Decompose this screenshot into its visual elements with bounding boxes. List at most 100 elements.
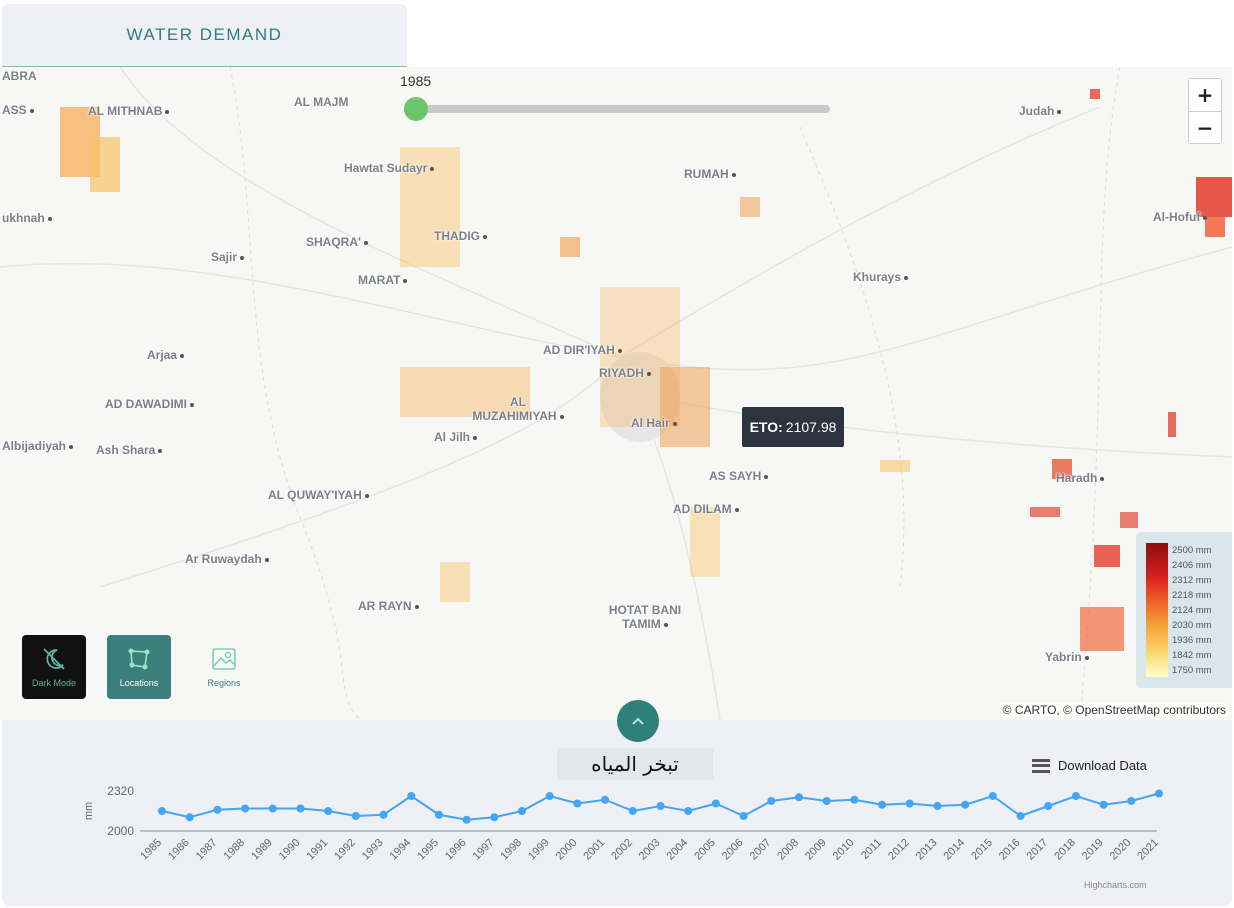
heat-patch: [400, 147, 460, 267]
x-tick-label: 1999: [526, 837, 552, 863]
legend-label: 2030 mm: [1172, 620, 1212, 631]
map-view[interactable]: ABRA ASS AL MITHNAB AL MAJM Judah Hawtat…: [0, 67, 1232, 720]
x-tick-label: 2019: [1080, 837, 1106, 863]
x-tick-label: 2002: [609, 837, 635, 863]
data-point: [711, 799, 720, 808]
evaporation-pixels: [60, 89, 1232, 651]
dark-mode-label: Dark Mode: [31, 678, 76, 688]
city-dot-icon: [363, 240, 368, 245]
data-point: [905, 799, 914, 808]
city-label: AD DILAM: [673, 502, 739, 516]
city-dot-icon: [904, 275, 909, 280]
year-slider[interactable]: 1985: [396, 67, 882, 127]
city-dot-icon: [364, 493, 369, 498]
heat-patch: [1030, 507, 1060, 517]
download-data-button[interactable]: Download Data: [1032, 758, 1147, 773]
chevron-up-icon: [632, 717, 644, 725]
city-dot-icon: [734, 507, 739, 512]
city-label: RIYADH: [599, 366, 651, 380]
x-tick-label: 1987: [194, 837, 220, 863]
city-label: Yabrin: [1045, 650, 1089, 664]
legend-label: 2124 mm: [1172, 605, 1212, 616]
boundary: [799, 126, 905, 588]
x-tick-label: 2008: [775, 837, 801, 863]
city-dot-icon: [180, 353, 185, 358]
boundary: [1079, 67, 1121, 720]
city-dot-icon: [1057, 109, 1062, 114]
city-dot-icon: [240, 255, 245, 260]
legend-label: 2312 mm: [1172, 575, 1212, 586]
slider-year-label: 1985: [400, 73, 432, 89]
legend-label: 1936 mm: [1172, 635, 1212, 646]
highcharts-credits[interactable]: Highcharts.com: [1084, 880, 1147, 890]
city-label: AL MAJM: [294, 95, 349, 109]
x-tick-label: 2001: [581, 837, 607, 863]
data-point: [268, 804, 277, 813]
x-tick-label: 1991: [304, 837, 330, 863]
locations-button[interactable]: Locations: [107, 635, 171, 699]
regions-icon: [212, 648, 236, 670]
data-point: [296, 804, 305, 813]
city-dot-icon: [414, 604, 419, 609]
zoom-in-button[interactable]: +: [1189, 79, 1221, 111]
dark-mode-button[interactable]: Dark Mode: [22, 635, 86, 699]
x-tick-label: 1996: [443, 837, 469, 863]
x-tick-label: 2006: [720, 837, 746, 863]
heat-patch: [90, 137, 120, 192]
city-label: Khurays: [853, 270, 909, 284]
data-point: [490, 813, 499, 822]
data-point: [185, 813, 194, 822]
heat-patch: [560, 237, 580, 257]
data-point: [656, 802, 665, 810]
map-attribution[interactable]: © CARTO, © OpenStreetMap contributors: [1000, 703, 1228, 717]
x-tick-label: 1998: [498, 837, 524, 863]
zoom-control: + −: [1188, 78, 1222, 144]
heat-patch: [1080, 607, 1124, 651]
heat-patch: [1052, 459, 1072, 479]
locations-label: Locations: [119, 678, 159, 688]
x-tick-label: 1990: [277, 837, 303, 863]
city-dot-icon: [29, 108, 34, 113]
city-dot-icon: [430, 166, 435, 171]
city-label: RUMAH: [684, 167, 736, 181]
city-dot-icon: [1084, 655, 1089, 660]
data-point: [961, 800, 970, 809]
city-dot-icon: [731, 172, 736, 177]
water-demand-tab[interactable]: WATER DEMAND: [2, 4, 407, 68]
panel-toggle-button[interactable]: [617, 700, 659, 742]
city-label: Ash Shara: [96, 443, 163, 457]
city-dot-icon: [483, 234, 487, 239]
city-dot-icon: [190, 402, 194, 407]
boundaries: [229, 67, 1121, 720]
x-tick-label: 2012: [886, 837, 912, 863]
city-label: Sajir: [211, 250, 245, 264]
y-tick-label: 2000: [107, 824, 134, 838]
slider-thumb[interactable]: [404, 97, 428, 121]
slider-track[interactable]: [412, 105, 830, 113]
road: [99, 356, 621, 588]
regions-button[interactable]: Regions: [192, 635, 256, 699]
city-dot-icon: [672, 421, 677, 426]
city-label: Al Jilh: [434, 430, 478, 444]
data-point: [434, 810, 443, 819]
data-point: [1044, 802, 1053, 810]
zoom-out-button[interactable]: −: [1189, 111, 1221, 143]
x-tick-label: 2009: [803, 837, 829, 863]
city-dot-icon: [47, 216, 52, 221]
city-dot-icon: [1203, 215, 1208, 220]
legend-label: 1750 mm: [1172, 665, 1212, 676]
city-label: AD DIR'IYAH: [543, 343, 622, 357]
city-label: AS SAYH: [709, 469, 769, 483]
heat-patch: [1196, 177, 1232, 217]
city-label: Albijadiyah: [2, 439, 74, 453]
city-dot-icon: [403, 278, 408, 283]
data-point: [794, 793, 803, 802]
heat-patch: [1168, 412, 1176, 437]
city-label: AL MITHNAB: [88, 104, 170, 118]
data-point: [1016, 812, 1025, 820]
boundary: [229, 67, 361, 720]
city-label: THADIG: [434, 229, 487, 243]
roads: [0, 67, 1232, 720]
x-tick-label: 1997: [471, 837, 497, 863]
data-point: [850, 795, 859, 804]
